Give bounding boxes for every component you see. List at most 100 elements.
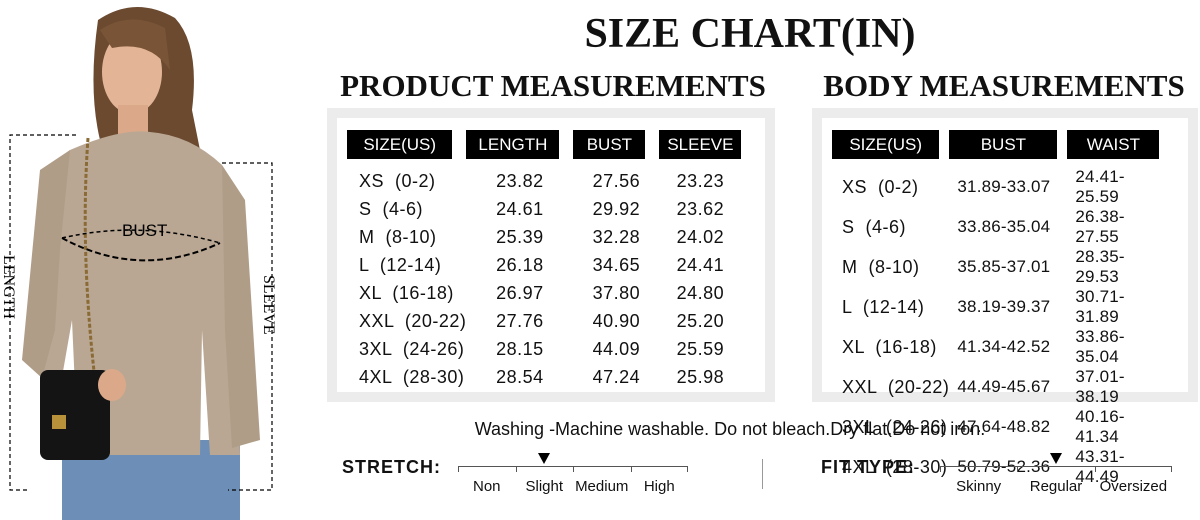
scale-tick [940, 466, 941, 472]
table-row: XXL (20-22) 27.76 40.90 25.20 [347, 307, 741, 335]
measurement-cell: 26.97 [496, 282, 544, 303]
size-cell: L (12-14) [359, 254, 442, 275]
table-row: XXL (20-22) 44.49-45.67 37.01-38.19 [832, 367, 1159, 407]
size-cell: M (8-10) [842, 256, 920, 277]
measurement-cell: 28.15 [496, 338, 544, 359]
table-row: XL (16-18) 26.97 37.80 24.80 [347, 279, 741, 307]
table-row: M (8-10) 35.85-37.01 28.35-29.53 [832, 247, 1159, 287]
size-cell: XL (16-18) [842, 336, 937, 357]
fit-option: Regular [1029, 478, 1083, 495]
column-header: WAIST [1067, 130, 1160, 159]
scale-tick [1017, 466, 1019, 472]
column-header: BUST [573, 130, 659, 159]
measurement-cell: 25.39 [496, 226, 544, 247]
size-cell: XL (16-18) [359, 282, 454, 303]
product-measurements-table: SIZE(US) LENGTH BUST SLEEVE XS (0-2) 23.8… [347, 130, 742, 391]
model-illustration: BUST LENGTH SLEEVE [0, 6, 277, 520]
scale-tick [687, 466, 688, 472]
size-cell: M (8-10) [359, 226, 437, 247]
hand [98, 369, 126, 401]
page-title: SIZE CHART(IN) [584, 11, 916, 57]
table-row: XS (0-2) 23.82 27.56 23.23 [347, 167, 741, 195]
measurement-cell: 26.18 [496, 254, 544, 275]
body-measurements-panel: SIZE(US) BUST WAIST XS (0-2) 31.89-33.07 2… [812, 108, 1198, 486]
fit-selected-marker [1050, 453, 1062, 464]
measurement-cell: 30.71-31.89 [1075, 287, 1125, 326]
measurement-cell: 29.92 [592, 198, 641, 219]
measurement-cell: 31.89-33.07 [957, 177, 1051, 196]
stretch-option: Slight [525, 478, 564, 495]
measurement-cell: 27.76 [496, 310, 544, 331]
size-cell: XS (0-2) [359, 170, 436, 191]
measurement-cell: 27.56 [592, 170, 641, 191]
stretch-option: Non [472, 478, 501, 495]
measurement-cell: 43.31-44.49 [1075, 447, 1125, 486]
measurement-cell: 28.35-29.53 [1075, 247, 1125, 286]
measurement-cell: 26.38-27.55 [1075, 207, 1125, 246]
fit-option: Skinny [956, 478, 1002, 495]
stretch-option: High [643, 478, 675, 495]
stretch-selected-marker [538, 453, 551, 464]
measurement-cell: 34.65 [592, 254, 641, 275]
size-cell: 4XL (28-30) [842, 456, 948, 477]
measurement-cell: 38.19-39.37 [957, 297, 1051, 316]
measurement-cell: 40.90 [592, 310, 641, 331]
measurement-cell: 47.24 [592, 366, 641, 387]
scale-tick [573, 466, 574, 472]
right-arm [222, 165, 260, 448]
size-cell: S (4-6) [842, 216, 907, 237]
measurement-cell: 44.09 [592, 338, 641, 359]
fit-type-label: FIT TYPE: [821, 457, 915, 477]
bust-measure-line-top [61, 229, 221, 244]
face [102, 30, 162, 114]
table-row: 4XL (28-30) 50.79-52.36 43.31-44.49 [832, 447, 1159, 487]
handbag [40, 370, 110, 460]
measurement-cell: 25.20 [676, 310, 725, 331]
measurement-cell: 25.59 [676, 338, 725, 359]
fit-type-scale [940, 453, 1172, 475]
bag-clasp [52, 415, 66, 429]
measurement-cell: 33.86-35.04 [1075, 327, 1125, 366]
table-row: XL (16-18) 41.34-42.52 33.86-35.04 [832, 327, 1159, 367]
measurement-cell: 24.02 [676, 226, 725, 247]
measurement-cell: 24.41-25.59 [1075, 167, 1125, 206]
bust-label: BUST [122, 221, 167, 240]
body-measurements-table: SIZE(US) BUST WAIST XS (0-2) 31.89-33.07 2… [832, 130, 1160, 487]
hair-front [100, 19, 170, 70]
table-row: S (4-6) 33.86-35.04 26.38-27.55 [832, 207, 1159, 247]
washing-instructions: Washing -Machine washable. Do not bleach… [474, 419, 986, 439]
size-cell: XS (0-2) [842, 176, 919, 197]
measurement-cell: 40.16-41.34 [1075, 407, 1125, 446]
length-label: LENGTH [0, 255, 17, 319]
product-measurements-title: PRODUCT MEASUREMENTS [340, 68, 766, 103]
product-measurements-panel: SIZE(US) LENGTH BUST SLEEVE XS (0-2) 23.8… [327, 108, 775, 402]
measurement-cell: 28.54 [496, 366, 544, 387]
table-row: L (12-14) 26.18 34.65 24.41 [347, 251, 741, 279]
column-header: SLEEVE [659, 130, 742, 159]
fit-scale-line [940, 466, 1172, 467]
left-arm [22, 150, 70, 378]
scale-tick [515, 466, 517, 472]
table-row: L (12-14) 38.19-39.37 30.71-31.89 [832, 287, 1159, 327]
sleeve-label: SLEEVE [260, 275, 277, 335]
measurement-cell: 32.28 [592, 226, 641, 247]
stretch-label: STRETCH: [342, 457, 441, 477]
scale-tick [1171, 466, 1172, 472]
measurement-cell: 25.98 [676, 366, 725, 387]
size-cell: 3XL (24-26) [359, 338, 465, 359]
scale-tick [1094, 466, 1096, 472]
table-row: XS (0-2) 31.89-33.07 24.41-25.59 [832, 167, 1159, 207]
table-row: 4XL (28-30) 28.54 47.24 25.98 [347, 363, 741, 391]
table-row: S (4-6) 24.61 29.92 23.62 [347, 195, 741, 223]
measurement-cell: 37.01-38.19 [1075, 367, 1125, 406]
measurement-cell: 23.23 [676, 170, 725, 191]
column-header: SIZE(US) [347, 130, 466, 159]
measurement-cell: 24.41 [676, 254, 725, 275]
column-header: LENGTH [466, 130, 573, 159]
size-cell: XXL (20-22) [359, 310, 467, 331]
size-cell: 4XL (28-30) [359, 366, 465, 387]
measurement-cell: 37.80 [592, 282, 641, 303]
measurement-cell: 23.62 [676, 198, 725, 219]
body-measurements-title: BODY MEASUREMENTS [823, 68, 1185, 103]
bust-measure-line [61, 237, 221, 262]
